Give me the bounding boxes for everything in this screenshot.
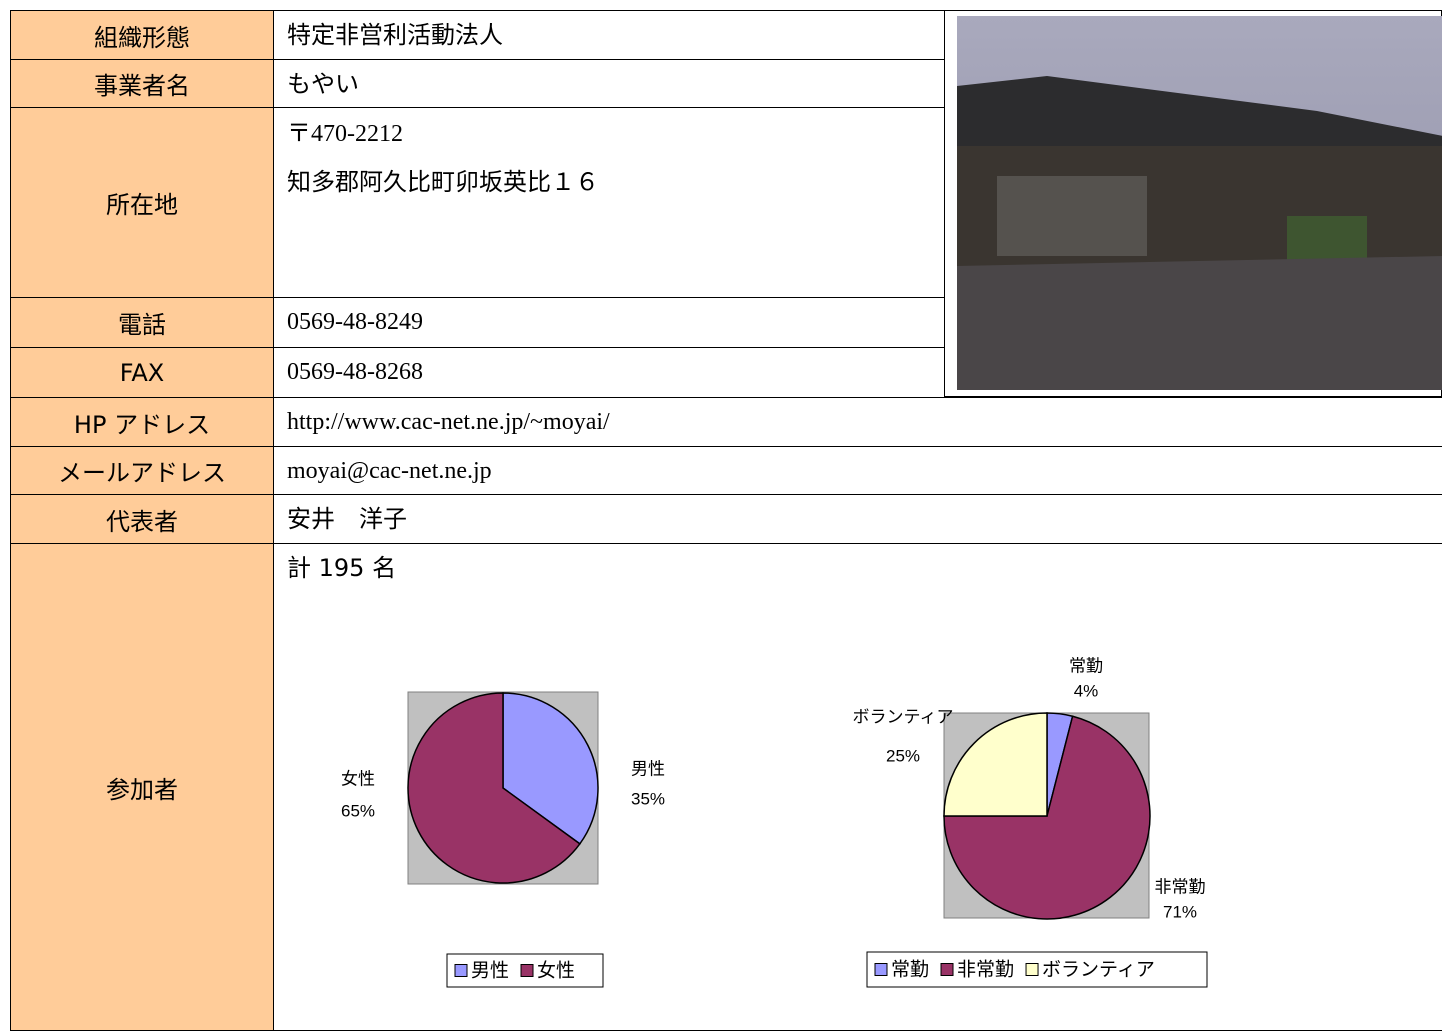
slice-name: 常勤 <box>1069 656 1103 675</box>
slice-value: 25% <box>886 746 920 765</box>
legend-label: 男性 <box>471 960 509 982</box>
slice-name: 男性 <box>631 759 665 778</box>
slice-value: 35% <box>631 789 665 808</box>
legend-label: 女性 <box>537 960 575 982</box>
legend-swatch <box>455 965 467 977</box>
slice-name: ボランティア <box>853 707 954 726</box>
slice-name: 女性 <box>341 769 375 788</box>
legend-label: 非常勤 <box>957 959 1014 981</box>
slice-value: 65% <box>341 801 375 820</box>
page: {"rows": [ {"label": "組織形態", "lines": ["… <box>0 0 1442 1023</box>
slice-value: 71% <box>1163 902 1197 921</box>
charts: 男性35%女性65%男性女性常勤4%非常勤71%ボランティア25%常勤非常勤ボラ… <box>0 0 1442 1023</box>
legend-swatch <box>875 964 887 976</box>
slice-name: 非常勤 <box>1155 877 1206 896</box>
legend-swatch <box>941 964 953 976</box>
legend-label: 常勤 <box>891 959 929 981</box>
legend-swatch <box>1026 964 1038 976</box>
legend-label: ボランティア <box>1042 959 1155 981</box>
slice-value: 4% <box>1074 681 1099 700</box>
legend-swatch <box>521 965 533 977</box>
